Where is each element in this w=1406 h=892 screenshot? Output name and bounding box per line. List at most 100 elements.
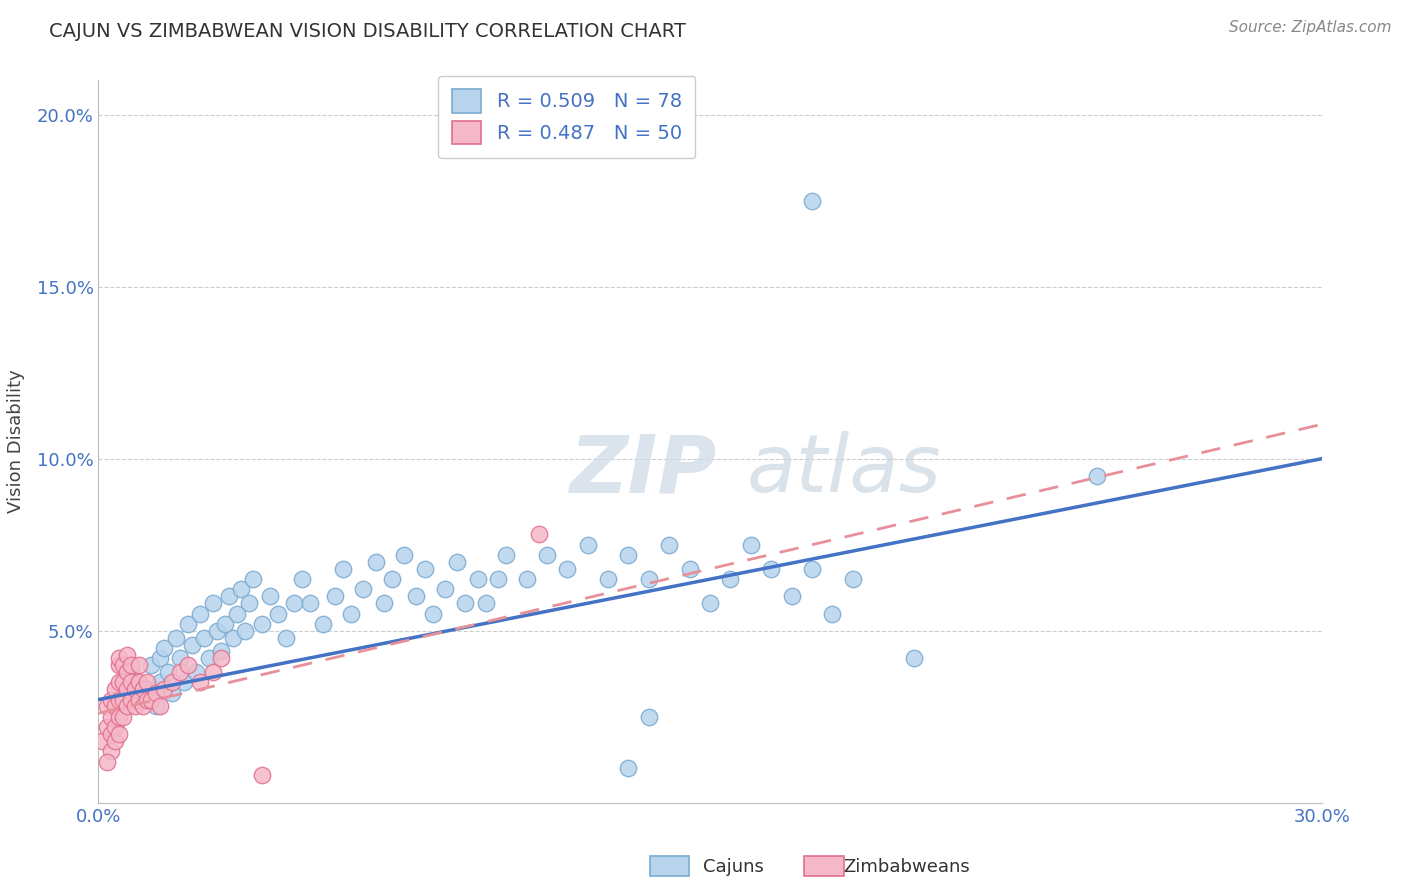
Point [576, 538, 599, 552]
Point [100, 710, 122, 724]
Point [108, 727, 131, 741]
Point [96, 755, 118, 769]
Point [536, 548, 558, 562]
Point [637, 572, 661, 586]
Point [100, 744, 122, 758]
Point [111, 675, 134, 690]
Text: Cajuns: Cajuns [703, 858, 763, 876]
Point [250, 768, 273, 782]
Legend: R = 0.509   N = 78, R = 0.487   N = 50: R = 0.509 N = 78, R = 0.487 N = 50 [439, 76, 696, 158]
Point [100, 692, 122, 706]
Point [381, 572, 404, 586]
Point [780, 590, 803, 604]
Point [209, 644, 232, 658]
Point [761, 562, 783, 576]
Point [120, 665, 142, 679]
Point [283, 596, 305, 610]
Point [527, 527, 550, 541]
Point [156, 665, 179, 679]
FancyBboxPatch shape [804, 856, 844, 876]
Point [100, 727, 122, 741]
Point [617, 761, 640, 775]
Point [312, 616, 335, 631]
Point [474, 596, 498, 610]
Point [617, 548, 640, 562]
Point [740, 538, 762, 552]
Point [120, 692, 142, 706]
Point [152, 682, 174, 697]
Point [160, 675, 183, 690]
Point [205, 624, 228, 638]
Point [91, 734, 114, 748]
Point [173, 675, 195, 690]
Point [718, 572, 742, 586]
Point [108, 651, 131, 665]
Point [136, 682, 159, 697]
Point [291, 572, 314, 586]
Point [340, 607, 363, 621]
Point [226, 607, 249, 621]
Text: atlas: atlas [747, 432, 942, 509]
Point [413, 562, 436, 576]
Point [128, 692, 150, 706]
Point [209, 651, 232, 665]
Point [132, 699, 155, 714]
Point [392, 548, 416, 562]
Point [231, 582, 253, 597]
Point [128, 658, 150, 673]
Text: Zimbabweans: Zimbabweans [844, 858, 970, 876]
Point [233, 624, 256, 638]
Point [120, 675, 142, 690]
Point [124, 699, 146, 714]
Point [434, 582, 457, 597]
Point [104, 720, 127, 734]
Point [188, 675, 212, 690]
Point [821, 607, 844, 621]
Point [801, 562, 824, 576]
Point [903, 651, 925, 665]
Point [108, 658, 131, 673]
Point [111, 658, 134, 673]
Point [115, 682, 138, 697]
Point [149, 651, 172, 665]
Point [299, 596, 322, 610]
Point [238, 596, 260, 610]
Point [120, 658, 142, 673]
Point [108, 710, 131, 724]
Point [801, 194, 824, 208]
Point [108, 692, 131, 706]
Point [104, 699, 127, 714]
Point [454, 596, 477, 610]
Point [141, 692, 163, 706]
Point [115, 665, 138, 679]
Point [128, 692, 150, 706]
Point [104, 734, 127, 748]
Point [352, 582, 374, 597]
Point [197, 651, 219, 665]
Point [169, 665, 191, 679]
Point [516, 572, 538, 586]
Point [141, 658, 163, 673]
Point [177, 616, 200, 631]
Point [259, 590, 281, 604]
Point [422, 607, 444, 621]
Point [250, 616, 273, 631]
Text: ZIP: ZIP [569, 432, 717, 509]
Point [111, 710, 134, 724]
Point [637, 710, 661, 724]
Point [96, 699, 118, 714]
Point [152, 640, 174, 655]
Point [188, 607, 212, 621]
Point [364, 555, 387, 569]
Point [658, 538, 681, 552]
Point [679, 562, 702, 576]
Point [218, 590, 240, 604]
Point [193, 631, 215, 645]
Point [177, 658, 200, 673]
Point [699, 596, 721, 610]
Point [201, 596, 224, 610]
Point [267, 607, 290, 621]
Point [136, 692, 159, 706]
Point [841, 572, 863, 586]
Point [446, 555, 468, 569]
